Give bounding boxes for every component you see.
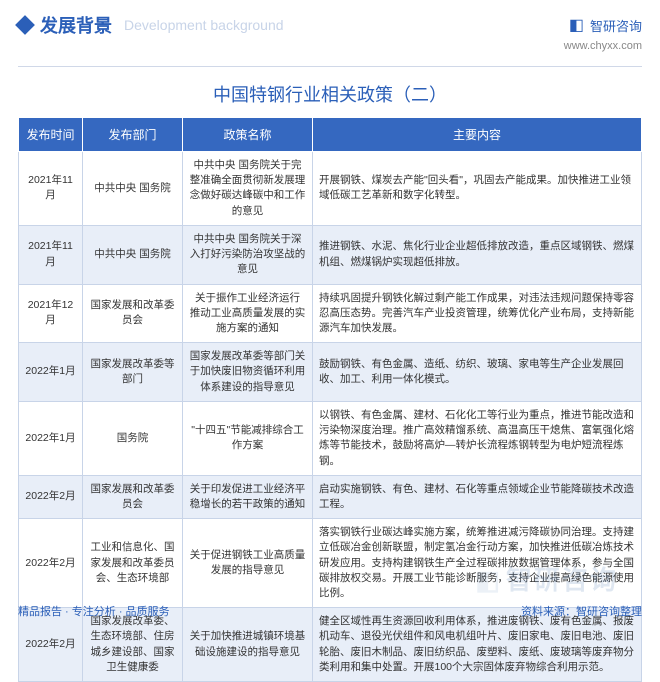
table-row: 2021年11月中共中央 国务院中共中央 国务院关于完整准确全面贯彻新发展理念做… <box>19 152 642 226</box>
cell-policy: 国家发展改革委等部门关于加快废旧物资循环利用体系建设的指导意见 <box>183 343 313 402</box>
table-row: 2022年1月国务院"十四五"节能减排综合工作方案以钢铁、有色金属、建材、石化化… <box>19 401 642 475</box>
cell-content: 开展钢铁、煤炭去产能"回头看"，巩固去产能成果。加快推进工业领域低碳工艺革新和数… <box>313 152 642 226</box>
cell-content: 鼓励钢铁、有色金属、造纸、纺织、玻璃、家电等生产企业发展回收、加工、利用一体化模… <box>313 343 642 402</box>
cell-dept: 工业和信息化、国家发展和改革委员会、生态环境部 <box>83 519 183 608</box>
cell-dept: 国家发展改革委等部门 <box>83 343 183 402</box>
logo-text: 智研咨询 <box>590 16 642 35</box>
cell-date: 2022年2月 <box>19 519 83 608</box>
page-header: 发展背景 Development background ◧ 智研咨询 www.c… <box>0 0 660 60</box>
cell-dept: 国家发展和改革委员会 <box>83 284 183 343</box>
footer-right: 资料来源：智研咨询整理 <box>521 603 642 619</box>
cell-date: 2021年11月 <box>19 152 83 226</box>
cell-date: 2021年12月 <box>19 284 83 343</box>
cell-dept: 国家发展和改革委员会 <box>83 475 183 518</box>
cell-policy: "十四五"节能减排综合工作方案 <box>183 401 313 475</box>
cell-dept: 中共中央 国务院 <box>83 152 183 226</box>
table-row: 2022年2月国家发展和改革委员会关于印发促进工业经济平稳增长的若干政策的通知启… <box>19 475 642 518</box>
cell-date: 2022年2月 <box>19 475 83 518</box>
table-wrapper: 发布时间 发布部门 政策名称 主要内容 2021年11月中共中央 国务院中共中央… <box>0 117 660 682</box>
table-title: 中国特钢行业相关政策（二） <box>0 67 660 117</box>
diamond-icon <box>15 15 35 35</box>
table-row: 2022年1月国家发展改革委等部门国家发展改革委等部门关于加快废旧物资循环利用体… <box>19 343 642 402</box>
cell-date: 2022年1月 <box>19 401 83 475</box>
header-url: www.chyxx.com <box>18 40 642 52</box>
logo-icon: ◧ <box>569 15 584 35</box>
cell-policy: 关于促进钢铁工业高质量发展的指导意见 <box>183 519 313 608</box>
cell-content: 以钢铁、有色金属、建材、石化化工等行业为重点，推进节能改造和污染物深度治理。推广… <box>313 401 642 475</box>
cell-dept: 中共中央 国务院 <box>83 225 183 284</box>
footer-left: 精品报告 · 专注分析 · 品质服务 <box>18 603 170 619</box>
cell-date: 2021年11月 <box>19 225 83 284</box>
table-row: 2021年11月中共中央 国务院中共中央 国务院关于深入打好污染防治攻坚战的意见… <box>19 225 642 284</box>
header-top-row: 发展背景 Development background ◧ 智研咨询 <box>18 12 642 38</box>
cell-content: 落实钢铁行业碳达峰实施方案，统筹推进减污降碳协同治理。支持建立低碳冶金创新联盟，… <box>313 519 642 608</box>
page-footer: 精品报告 · 专注分析 · 品质服务 资料来源：智研咨询整理 <box>0 603 660 619</box>
cell-policy: 中共中央 国务院关于深入打好污染防治攻坚战的意见 <box>183 225 313 284</box>
logo-area: ◧ 智研咨询 <box>569 15 642 35</box>
col-header-dept: 发布部门 <box>83 118 183 152</box>
col-header-policy: 政策名称 <box>183 118 313 152</box>
policy-table: 发布时间 发布部门 政策名称 主要内容 2021年11月中共中央 国务院中共中央… <box>18 117 642 682</box>
header-title-cn: 发展背景 <box>40 12 112 38</box>
col-header-content: 主要内容 <box>313 118 642 152</box>
cell-content: 启动实施钢铁、有色、建材、石化等重点领域企业节能降碳技术改造工程。 <box>313 475 642 518</box>
cell-dept: 国务院 <box>83 401 183 475</box>
table-row: 2021年12月国家发展和改革委员会关于振作工业经济运行 推动工业高质量发展的实… <box>19 284 642 343</box>
cell-policy: 中共中央 国务院关于完整准确全面贯彻新发展理念做好碳达峰碳中和工作的意见 <box>183 152 313 226</box>
table-head: 发布时间 发布部门 政策名称 主要内容 <box>19 118 642 152</box>
cell-policy: 关于振作工业经济运行 推动工业高质量发展的实施方案的通知 <box>183 284 313 343</box>
col-header-date: 发布时间 <box>19 118 83 152</box>
table-row: 2022年2月工业和信息化、国家发展和改革委员会、生态环境部关于促进钢铁工业高质… <box>19 519 642 608</box>
cell-content: 推进钢铁、水泥、焦化行业企业超低排放改造，重点区域钢铁、燃煤机组、燃煤锅炉实现超… <box>313 225 642 284</box>
cell-content: 持续巩固提升钢铁化解过剩产能工作成果，对违法违规问题保持零容忍高压态势。完善汽车… <box>313 284 642 343</box>
header-left: 发展背景 Development background <box>18 12 284 38</box>
cell-policy: 关于印发促进工业经济平稳增长的若干政策的通知 <box>183 475 313 518</box>
header-title-en: Development background <box>124 17 284 33</box>
cell-date: 2022年1月 <box>19 343 83 402</box>
